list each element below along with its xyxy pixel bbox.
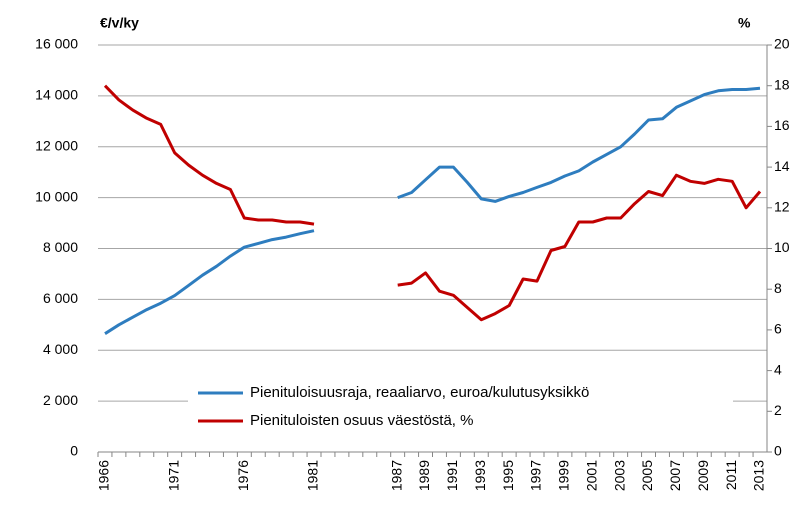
x-tick-label: 2013 — [751, 460, 767, 491]
x-tick-label: 1995 — [500, 460, 516, 491]
y-tick-label: 0 — [70, 443, 78, 459]
y2-axis-label: % — [738, 15, 751, 31]
x-tick-label: 1971 — [165, 460, 181, 491]
y2-tick-label: 18 — [774, 76, 790, 92]
y-tick-label: 8 000 — [43, 239, 78, 255]
legend-label: Pienituloisuusraja, reaaliarvo, euroa/ku… — [250, 384, 589, 401]
y2-tick-label: 14 — [774, 158, 790, 174]
y2-tick-label: 12 — [774, 199, 790, 215]
x-tick-label: 2007 — [667, 460, 683, 491]
line — [103, 84, 762, 322]
y-axis-label: €/v/ky — [100, 15, 139, 31]
x-tick-label: 1991 — [444, 460, 460, 491]
y2-tick-label: 20 — [774, 36, 790, 52]
y-tick-label: 4 000 — [43, 341, 78, 357]
y-tick-label: 12 000 — [35, 137, 78, 153]
x-tick-label: 2005 — [639, 460, 655, 491]
y-tick-label: 6 000 — [43, 290, 78, 306]
y2-tick-label: 4 — [774, 361, 782, 377]
y-tick-label: 14 000 — [35, 87, 78, 103]
x-tick-label: 1976 — [235, 460, 251, 491]
y-tick-label: 10 000 — [35, 188, 78, 204]
y2-tick-label: 10 — [774, 239, 790, 255]
y2-tick-label: 0 — [774, 443, 782, 459]
y-tick-label: 16 000 — [35, 36, 78, 52]
x-tick-label: 2011 — [723, 460, 739, 490]
x-tick-label: 1997 — [528, 460, 544, 491]
x-tick-label: 1989 — [416, 460, 432, 491]
x-tick-label: 1993 — [472, 460, 488, 491]
y-tick-label: 2 000 — [43, 392, 78, 408]
x-tick-label: 1999 — [556, 460, 572, 491]
x-tick-label: 2001 — [583, 460, 599, 491]
y2-tick-label: 2 — [774, 402, 782, 418]
x-tick-label: 1966 — [96, 460, 112, 491]
x-tick-label: 2009 — [695, 460, 711, 491]
x-tick-label: 1981 — [305, 460, 321, 491]
legend-box — [188, 378, 733, 440]
x-tick-label: 1987 — [388, 460, 404, 491]
y2-tick-label: 16 — [774, 117, 790, 133]
y2-tick-label: 8 — [774, 280, 782, 296]
y2-tick-label: 6 — [774, 321, 782, 337]
line — [104, 86, 761, 335]
x-tick-label: 2003 — [611, 460, 627, 491]
legend-label: Pienituloisten osuus väestöstä, % — [250, 412, 473, 429]
